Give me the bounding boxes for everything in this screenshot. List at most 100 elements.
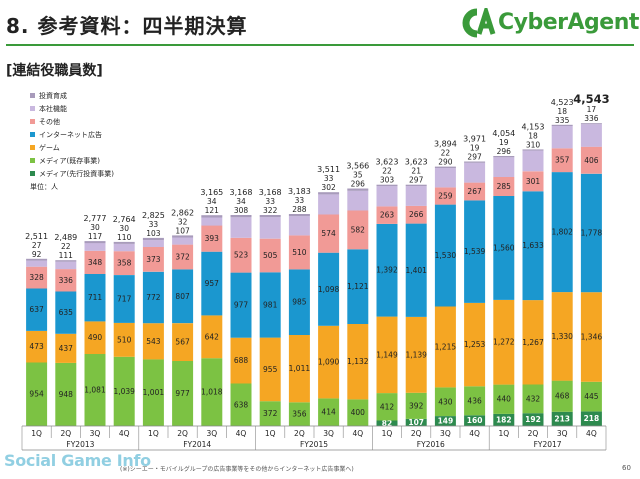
bar-segment-internet_ad (347, 249, 369, 324)
bar-segment-head_office (26, 260, 48, 267)
legend-item-other: その他 (30, 115, 114, 128)
bar-segment-game (522, 300, 544, 385)
quarter-tick-label: 4Q (469, 429, 480, 438)
value-label-internet_ad: 985 (292, 298, 307, 307)
bar-segment-game (493, 299, 515, 385)
bar-segment-other (201, 225, 223, 252)
bar-segment-game (405, 316, 427, 393)
bar-segment-media_existing (288, 402, 310, 426)
total-label: 2,764 (113, 215, 136, 224)
value-label-investment_development: 34 (236, 197, 246, 206)
bar-segment-investment_development (580, 123, 602, 125)
legend-swatch (30, 132, 35, 137)
bar-segment-internet_ad (493, 196, 515, 300)
bar-segment-head_office (405, 186, 427, 206)
bar-segment-game (464, 302, 486, 387)
bar-segment-internet_ad (201, 251, 223, 316)
bar-segment-internet_ad (142, 271, 164, 324)
bar-segment-media_existing (522, 384, 544, 414)
total-label: 2,862 (171, 208, 194, 217)
bar-segment-head_office (347, 190, 369, 211)
value-label-other: 263 (380, 211, 395, 220)
bar-segment-head_office (493, 157, 515, 177)
value-label-other: 523 (234, 251, 249, 260)
bar-segment-media_existing (580, 381, 602, 412)
bar-segment-media_prior_investment (376, 420, 398, 426)
value-label-internet_ad: 1,121 (347, 282, 369, 291)
value-label-media_existing: 436 (467, 396, 482, 405)
bar-segment-media_existing (259, 401, 281, 426)
legend-swatch (30, 171, 35, 176)
bar-segment-internet_ad (434, 204, 456, 307)
value-label-other: 406 (584, 156, 599, 165)
total-label: 3,168 (230, 188, 253, 197)
bar-segment-investment_development (405, 184, 427, 187)
bar-segment-other (376, 206, 398, 224)
quarter-tick-label: 4Q (119, 429, 130, 438)
value-label-other: 285 (497, 182, 512, 191)
bar-segment-media_existing (26, 362, 48, 426)
value-label-investment_development: 22 (382, 167, 392, 176)
value-label-investment_development: 19 (470, 144, 480, 153)
value-label-other: 348 (88, 258, 103, 267)
bar-segment-internet_ad (230, 272, 252, 338)
value-label-media_existing: 440 (497, 395, 512, 404)
value-label-internet_ad: 635 (59, 308, 74, 317)
value-label-media_prior_investment: 213 (554, 414, 570, 423)
fiscal-year-label: FY2013 (66, 440, 94, 449)
value-label-investment_development: 33 (149, 220, 159, 229)
value-label-game: 688 (234, 356, 249, 365)
bar-segment-other (230, 237, 252, 273)
value-label-head_office: 296 (351, 180, 366, 189)
total-label: 3,511 (317, 165, 340, 174)
bar-segment-head_office (201, 217, 223, 226)
value-label-game: 1,139 (405, 350, 427, 359)
legend-label: インターネット広告 (39, 130, 102, 139)
bar-segment-media_existing (347, 399, 369, 426)
bar-segment-investment_development (434, 166, 456, 169)
bar-segment-other (580, 146, 602, 174)
legend-item-media_existing: メディア(既存事業) (30, 154, 114, 167)
bar-segment-internet_ad (113, 275, 135, 323)
quarter-tick-label: 2Q (528, 429, 539, 438)
bar-segment-internet_ad (376, 223, 398, 317)
value-label-internet_ad: 1,778 (581, 229, 603, 238)
value-label-head_office: 297 (409, 176, 424, 185)
total-label: 3,168 (259, 188, 282, 197)
bar-segment-game (551, 292, 573, 381)
value-label-other: 372 (175, 253, 190, 262)
bar-segment-media_existing (84, 354, 106, 426)
bar-segment-investment_development (522, 149, 544, 151)
bar-segment-internet_ad (55, 291, 77, 334)
total-label: 2,825 (142, 211, 165, 220)
total-label: 3,566 (346, 162, 369, 171)
bar-segment-head_office (259, 217, 281, 239)
legend-swatch (30, 158, 35, 163)
value-label-game: 473 (29, 342, 44, 351)
quarter-tick-label: 3Q (90, 429, 101, 438)
value-label-head_office: 121 (205, 206, 220, 215)
quarter-tick-label: 3Q (206, 429, 217, 438)
value-label-media_existing: 1,081 (84, 386, 106, 395)
quarter-tick-label: 4Q (352, 429, 363, 438)
value-label-game: 1,346 (581, 333, 603, 342)
bar-segment-internet_ad (464, 200, 486, 303)
bar-segment-media_prior_investment (522, 413, 544, 426)
bar-segment-game (26, 331, 48, 363)
value-label-game: 1,215 (435, 343, 457, 352)
unit-label: 単位：人 (30, 183, 58, 191)
value-label-investment_development: 18 (557, 107, 567, 116)
legend-swatch (30, 106, 35, 111)
value-label-investment_development: 17 (587, 105, 597, 114)
value-label-internet_ad: 1,539 (464, 247, 486, 256)
value-label-internet_ad: 772 (146, 293, 161, 302)
bar-segment-media_existing (493, 384, 515, 414)
bar-segment-head_office (142, 240, 164, 247)
value-label-other: 259 (438, 192, 453, 201)
value-label-investment_development: 34 (207, 197, 217, 206)
bar-segment-investment_development (493, 156, 515, 158)
bar-segment-media_existing (405, 392, 427, 419)
bar-segment-other (522, 171, 544, 192)
bar-segment-investment_development (84, 241, 106, 244)
